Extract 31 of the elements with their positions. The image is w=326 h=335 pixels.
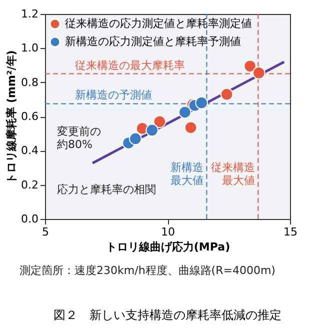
y-tick-label: 0.2 xyxy=(21,178,38,192)
ref-line-label: 従来構造の最大摩耗率 xyxy=(75,58,185,72)
y-axis-title: トロリ線摩耗率 (mm²/年) xyxy=(5,50,18,184)
text: 測定箇所：速度230km/h程度、曲線路(R=4000m) xyxy=(20,264,276,277)
annotation: 変更前の約80% xyxy=(57,125,101,151)
y-tick-label: 0.0 xyxy=(21,212,38,226)
x-tick-label: 15 xyxy=(284,226,298,238)
point xyxy=(244,60,256,73)
x-tick-label: 5 xyxy=(42,226,49,238)
x-tick-label: 10 xyxy=(161,226,175,238)
point xyxy=(153,115,166,128)
ref-line-label: 従来構造最大値 xyxy=(211,160,256,187)
y-tick-label: 0.4 xyxy=(21,144,38,158)
x-axis-title: トロリ線曲げ応力(MPa) xyxy=(106,240,230,254)
y-tick-label: 0.6 xyxy=(21,110,38,123)
ref-line-label: 新構造最大値 xyxy=(170,160,204,187)
point xyxy=(128,132,142,146)
point xyxy=(146,124,158,137)
legend-label: 従来構造の応力測定値と摩耗率測定値 xyxy=(65,17,252,30)
point xyxy=(184,121,198,134)
point xyxy=(195,96,208,110)
point xyxy=(252,66,266,80)
annotation: 応力と摩耗率の相関 xyxy=(57,183,156,196)
ref-line-label: 新構造の予測値 xyxy=(75,88,152,102)
y-tick-label: 1.0 xyxy=(21,42,38,55)
y-tick-label: 1.2 xyxy=(21,8,38,20)
point xyxy=(178,106,192,119)
text: 図２ 新しい支持構造の摩耗率低減の推定 xyxy=(54,308,282,322)
point xyxy=(220,88,234,101)
y-tick-label: 0.8 xyxy=(21,76,38,89)
legend-label: 新構造の応力測定値と摩耗率予測値 xyxy=(65,35,241,48)
